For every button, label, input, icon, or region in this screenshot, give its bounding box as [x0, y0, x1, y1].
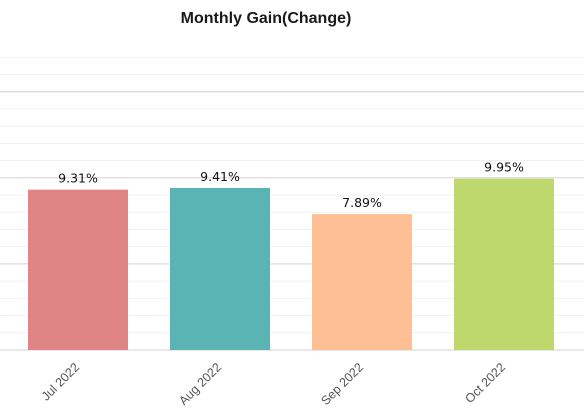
bar-sep-2022 — [312, 214, 412, 350]
chart-title: Monthly Gain(Change) — [180, 10, 352, 27]
x-tick-label: Oct 2022 — [462, 360, 508, 406]
bar-aug-2022 — [170, 187, 270, 350]
value-label: 7.89% — [342, 195, 382, 210]
gridlines — [0, 56, 584, 351]
value-label: 9.41% — [200, 169, 240, 184]
x-axis-ticks: Jul 2022 Aug 2022 Sep 2022 Oct 2022 — [39, 360, 508, 408]
bars — [28, 178, 554, 350]
value-labels: 9.31% 9.41% 7.89% 9.95% — [58, 160, 524, 210]
x-tick-label: Jul 2022 — [39, 360, 82, 403]
bar-jul-2022 — [28, 189, 128, 350]
x-tick-label: Sep 2022 — [318, 360, 366, 408]
bar-oct-2022 — [454, 178, 554, 350]
value-label: 9.31% — [58, 171, 98, 186]
value-label: 9.95% — [484, 160, 524, 175]
x-tick-label: Aug 2022 — [176, 360, 224, 408]
